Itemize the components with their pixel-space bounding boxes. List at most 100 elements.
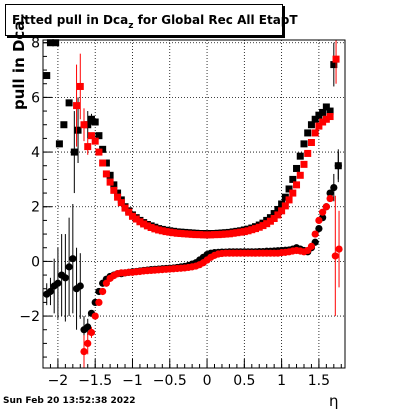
data-point — [181, 230, 189, 238]
data-point — [326, 113, 334, 121]
data-point — [233, 229, 241, 237]
x-tick-label: −1.5 — [78, 373, 112, 389]
data-point — [147, 224, 155, 232]
data-points — [43, 39, 343, 368]
data-point — [211, 231, 219, 239]
data-point — [278, 207, 286, 215]
data-point — [270, 214, 278, 222]
data-point — [315, 216, 323, 224]
data-point — [61, 274, 69, 282]
data-point — [99, 287, 107, 296]
data-point — [274, 211, 282, 219]
data-point — [140, 220, 148, 228]
data-point — [173, 229, 181, 237]
data-point — [322, 203, 330, 211]
data-point — [110, 186, 118, 194]
y-tick-label: 4 — [31, 145, 40, 161]
data-point — [285, 196, 293, 204]
y-tick-label: 2 — [31, 200, 40, 216]
data-point — [326, 107, 334, 115]
data-point — [106, 171, 114, 179]
data-point — [43, 72, 51, 80]
data-point — [335, 245, 343, 253]
x-tick-label: 0 — [203, 373, 212, 389]
data-point — [95, 298, 103, 306]
y-tick-label: 8 — [31, 36, 40, 52]
data-point — [158, 227, 166, 235]
data-point — [278, 200, 286, 208]
data-point — [60, 121, 68, 129]
data-point — [311, 230, 319, 238]
data-point — [296, 171, 304, 179]
y-tick-label: 6 — [31, 90, 40, 106]
data-point — [188, 230, 196, 238]
data-point — [222, 230, 230, 238]
data-point — [281, 202, 289, 210]
data-point — [266, 217, 274, 225]
y-axis-label-main: pull in Dca — [10, 20, 28, 110]
data-point — [99, 159, 107, 167]
data-point — [332, 55, 340, 63]
data-point — [266, 214, 274, 222]
data-point — [315, 225, 323, 233]
data-point — [319, 208, 327, 216]
data-point — [207, 231, 215, 239]
x-tick-label: −0.5 — [153, 373, 187, 389]
data-point — [319, 118, 327, 126]
data-point — [155, 226, 163, 234]
data-point — [52, 39, 60, 47]
data-point — [237, 228, 245, 236]
data-point — [304, 149, 312, 157]
data-point — [102, 159, 110, 167]
data-point — [319, 108, 327, 116]
y-tick-label: 0 — [31, 254, 40, 270]
data-point — [99, 145, 107, 153]
data-point — [106, 178, 114, 186]
data-point — [143, 222, 151, 230]
data-point — [55, 140, 63, 148]
data-point — [322, 103, 330, 111]
data-point — [87, 132, 95, 140]
data-point — [252, 225, 260, 233]
data-point — [307, 139, 315, 146]
data-point — [84, 323, 92, 331]
data-point — [95, 148, 103, 156]
data-point — [76, 82, 84, 90]
plot-frame — [42, 39, 346, 369]
data-point — [91, 137, 99, 145]
chart-title-main: Fitted pull in Dca — [12, 13, 129, 27]
data-point — [296, 152, 304, 160]
data-point — [330, 61, 338, 69]
data-point — [102, 279, 110, 287]
chart-title: Fitted pull in Dcaz for Global Rec All E… — [12, 13, 298, 31]
title-box: Fitted pull in Dcaz for Global Rec All E… — [5, 4, 298, 36]
data-point — [285, 185, 293, 193]
data-point — [128, 212, 136, 220]
y-tick-label: −2 — [19, 309, 40, 325]
data-point — [289, 175, 297, 183]
data-point — [270, 210, 278, 218]
data-point — [46, 287, 55, 296]
data-point — [240, 228, 248, 236]
data-point — [102, 170, 110, 178]
data-point — [304, 129, 312, 137]
data-point — [84, 143, 92, 151]
data-point — [326, 194, 334, 203]
data-point — [177, 230, 185, 238]
data-point — [169, 229, 177, 237]
data-point — [136, 218, 144, 226]
data-point — [95, 132, 103, 140]
data-point — [184, 230, 192, 238]
chart-title-rest: for Global Rec All EtapT — [133, 13, 298, 27]
data-point — [330, 184, 338, 192]
data-point — [132, 215, 140, 223]
data-point — [74, 126, 82, 134]
series-3 — [80, 194, 343, 368]
data-point — [293, 181, 301, 189]
data-point — [259, 222, 267, 230]
data-point — [218, 230, 226, 238]
data-point — [84, 339, 92, 347]
data-point — [121, 204, 129, 212]
data-point — [114, 189, 122, 197]
axis-ticks — [42, 42, 342, 368]
